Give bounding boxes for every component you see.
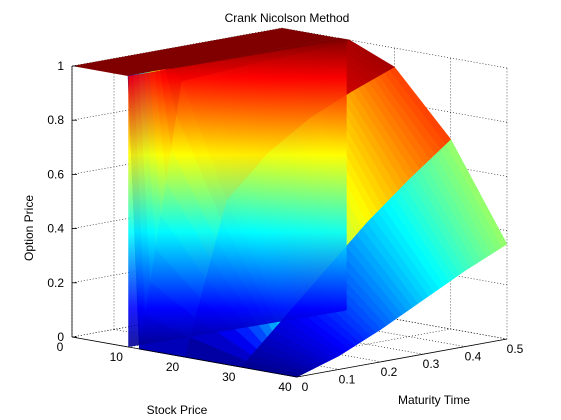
x-tick-label: 0 bbox=[57, 340, 64, 354]
y-tick-label: 0 bbox=[302, 380, 309, 394]
surface-plateau bbox=[72, 28, 339, 76]
y-tick-label: 0.3 bbox=[423, 357, 440, 371]
surface-plot bbox=[72, 28, 508, 378]
z-tick-label: 0.4 bbox=[47, 222, 64, 236]
y-tick-label: 0.2 bbox=[381, 365, 398, 379]
x-tick-label: 10 bbox=[110, 350, 124, 364]
z-tick-label: 0.2 bbox=[47, 276, 64, 290]
axis-lines bbox=[71, 65, 508, 378]
z-tick-label: 0.8 bbox=[47, 113, 64, 127]
z-tick-label: 0.6 bbox=[47, 167, 64, 181]
x-tick-label: 30 bbox=[222, 370, 236, 384]
y-tick-label: 0.5 bbox=[507, 342, 524, 356]
x-tick-label: 40 bbox=[278, 380, 292, 394]
y-tick-label: 0.1 bbox=[339, 372, 356, 386]
z-axis-label: Option Price bbox=[22, 195, 36, 261]
z-tick-label: 0 bbox=[57, 330, 64, 344]
x-tick-label: 20 bbox=[166, 360, 180, 374]
x-axis-label: Stock Price bbox=[147, 403, 208, 417]
x-axis-line bbox=[71, 336, 298, 378]
surface-wall bbox=[128, 39, 347, 347]
y-axis-label: Maturity Time bbox=[398, 393, 470, 407]
grid-line bbox=[240, 58, 452, 368]
y-axis-line bbox=[296, 338, 508, 378]
chart-title: Crank Nicolson Method bbox=[225, 11, 350, 25]
z-tick-label: 1 bbox=[57, 59, 64, 73]
y-tick-label: 0.4 bbox=[465, 350, 482, 364]
